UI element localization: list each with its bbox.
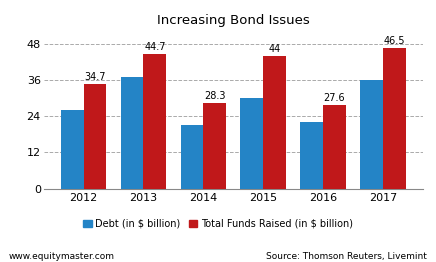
Text: 46.5: 46.5 [384,36,405,46]
Title: Increasing Bond Issues: Increasing Bond Issues [157,14,310,28]
Text: 44.7: 44.7 [144,42,166,52]
Bar [360,80,383,189]
Legend: Debt (in $ billion), Total Funds Raised (in $ billion): Debt (in $ billion), Total Funds Raised … [81,217,355,231]
Bar [143,53,166,189]
Bar [323,105,346,189]
Text: www.equitymaster.com: www.equitymaster.com [9,252,115,261]
Text: Source: Thomson Reuters, Livemint: Source: Thomson Reuters, Livemint [266,252,427,261]
Bar [240,98,263,189]
Bar [181,125,203,189]
Bar [383,48,405,189]
Text: 28.3: 28.3 [204,91,225,101]
Bar [203,103,226,189]
Bar [263,56,286,189]
Text: 44: 44 [269,44,281,54]
Bar [121,77,143,189]
Text: 27.6: 27.6 [324,93,345,103]
Text: 34.7: 34.7 [84,72,106,82]
Bar [61,110,84,189]
Bar [84,84,106,189]
Bar [300,122,323,189]
